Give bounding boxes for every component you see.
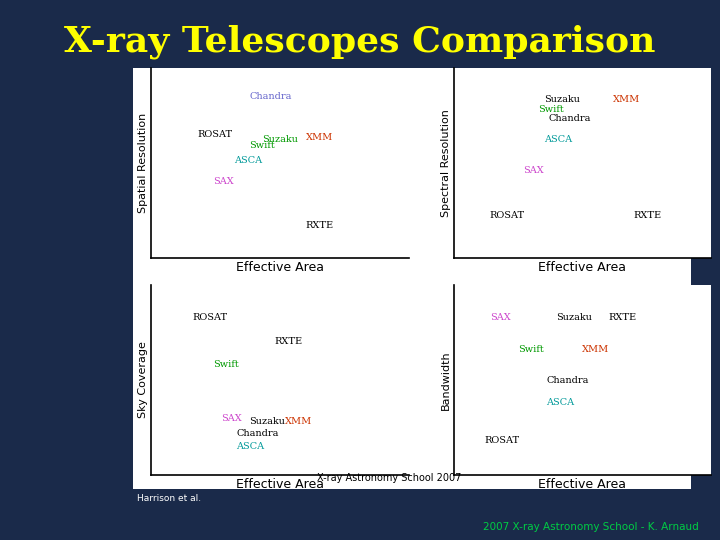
Text: Suzaku: Suzaku (557, 313, 593, 322)
Text: ASCA: ASCA (233, 156, 261, 165)
Text: X-ray Telescopes Comparison: X-ray Telescopes Comparison (64, 24, 656, 59)
Text: RXTE: RXTE (608, 313, 636, 322)
Text: SAX: SAX (490, 313, 510, 322)
Text: Chandra: Chandra (546, 375, 589, 384)
Text: XMM: XMM (285, 417, 312, 427)
Text: RXTE: RXTE (305, 221, 334, 230)
Text: RXTE: RXTE (275, 338, 303, 347)
X-axis label: Effective Area: Effective Area (236, 478, 324, 491)
Text: SAX: SAX (221, 414, 241, 423)
Text: X-ray Astronomy School 2007: X-ray Astronomy School 2007 (317, 473, 462, 483)
Text: SAX: SAX (213, 177, 234, 186)
X-axis label: Effective Area: Effective Area (236, 261, 324, 274)
Text: 2007 X-ray Astronomy School - K. Arnaud: 2007 X-ray Astronomy School - K. Arnaud (482, 522, 698, 532)
Text: ASCA: ASCA (236, 442, 264, 451)
Y-axis label: Bandwidth: Bandwidth (441, 350, 451, 410)
X-axis label: Effective Area: Effective Area (539, 478, 626, 491)
Text: Chandra: Chandra (549, 114, 591, 124)
Y-axis label: Spectral Resolution: Spectral Resolution (441, 109, 451, 217)
Text: Swift: Swift (539, 105, 564, 114)
Text: ASCA: ASCA (544, 136, 572, 144)
Text: ASCA: ASCA (546, 399, 575, 407)
Text: XMM: XMM (305, 133, 333, 143)
Text: Harrison et al.: Harrison et al. (137, 494, 201, 503)
Text: Chandra: Chandra (249, 92, 292, 100)
Y-axis label: Spatial Resolution: Spatial Resolution (138, 112, 148, 213)
Text: ROSAT: ROSAT (197, 130, 233, 139)
Text: RXTE: RXTE (634, 212, 662, 220)
Text: XMM: XMM (613, 96, 640, 104)
Text: ROSAT: ROSAT (192, 313, 228, 322)
Text: XMM: XMM (582, 345, 610, 354)
Text: Swift: Swift (518, 345, 544, 354)
Text: Swift: Swift (213, 360, 239, 369)
Text: Suzaku: Suzaku (262, 136, 298, 144)
X-axis label: Effective Area: Effective Area (539, 261, 626, 274)
Y-axis label: Sky Coverage: Sky Coverage (138, 342, 148, 418)
Text: SAX: SAX (523, 166, 544, 175)
Text: ROSAT: ROSAT (485, 436, 520, 446)
Text: Chandra: Chandra (236, 429, 279, 438)
Text: Swift: Swift (249, 141, 275, 150)
Text: Suzaku: Suzaku (544, 96, 580, 104)
Text: ROSAT: ROSAT (490, 212, 525, 220)
Text: Suzaku: Suzaku (249, 417, 285, 427)
